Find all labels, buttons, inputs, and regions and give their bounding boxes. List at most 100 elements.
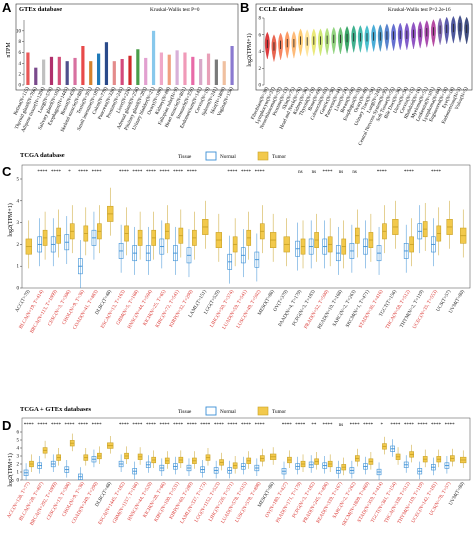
panel-c-ytick-label: 1: [17, 265, 20, 270]
panel-d-significance: ****: [350, 423, 361, 428]
panel-a-bar: [73, 57, 77, 85]
panel-c-significance: ****: [187, 170, 198, 175]
panel-c-significance: ****: [92, 170, 103, 175]
panel-b-letter: B: [240, 0, 249, 15]
panel-a-bar: [183, 52, 187, 85]
panel-b-ylabel: log2(TPM+1): [246, 33, 253, 66]
panel-a-bar: [26, 52, 30, 85]
panel-a-bar: [144, 57, 148, 85]
panel-d-significance: ****: [255, 423, 266, 428]
panel-a-bar: [96, 53, 101, 85]
panel-a-bar: [42, 59, 46, 85]
panel-d-letter: D: [2, 418, 11, 433]
panel-b-ytick-label: 0: [259, 84, 262, 89]
panel-d-ytick-label: 0: [17, 479, 20, 484]
panel-a-bar: [214, 59, 218, 85]
panel-c-significance: ****: [227, 170, 238, 175]
panel-b-frame: [255, 3, 473, 91]
panel-c-significance: ****: [431, 170, 442, 175]
panel-a-bar: [222, 61, 226, 85]
panel-b-ytick-label: 2: [259, 67, 262, 72]
panel-d-legend: Tissue Normal Tumor: [178, 406, 286, 416]
panel-d-significance: ****: [24, 423, 35, 428]
panel-d-significance: ****: [417, 423, 428, 428]
panel-c-frame: [21, 164, 471, 289]
panel-b: B CCLE database Kruskal-Wallis test P=2.…: [240, 0, 473, 147]
panel-c-letter: C: [2, 164, 12, 179]
panel-a-ytick-label: 10: [16, 29, 22, 34]
panel-a-bar: [57, 56, 61, 85]
panel-d-significance: ****: [78, 423, 89, 428]
panel-c-significance: ****: [241, 170, 252, 175]
panel-a-bar: [104, 42, 109, 85]
panel-a-bar: [167, 54, 171, 85]
panel-c-significance: ****: [119, 170, 130, 175]
panel-a-bar: [206, 53, 211, 85]
panel-d-significance: ****: [295, 423, 306, 428]
panel-b-ytick-label: 8: [259, 17, 262, 22]
panel-d-legend-title: Tissue: [178, 409, 192, 415]
panel-c-legend: Tissue Normal Tumor: [178, 151, 286, 161]
panel-a-bar: [175, 50, 179, 85]
panel-d-significance: ****: [227, 423, 238, 428]
panel-d-significance: ****: [119, 423, 130, 428]
panel-d-significance: ****: [200, 423, 211, 428]
panel-c-significance: ns: [298, 170, 303, 175]
panel-c-significance: ns: [339, 170, 344, 175]
panel-d-ylabel: log2(TPM+1): [7, 453, 14, 486]
panel-d-significance: ****: [390, 423, 401, 428]
panel-d-significance: ****: [282, 423, 293, 428]
panel-c-significance: ****: [404, 170, 415, 175]
panel-a: A GTEx database Kruskal-Wallis test P=0 …: [2, 0, 239, 133]
panel-c-significance: ns: [312, 170, 317, 175]
panel-a-bar: [34, 67, 38, 85]
panel-d-significance: ****: [65, 423, 76, 428]
panel-d-significance: *: [381, 423, 384, 428]
panel-c-significance: *: [68, 170, 71, 175]
panel-c-ytick-label: 4: [17, 199, 20, 204]
panel-c: TCGA database C Tissue Normal Tumor log2…: [2, 151, 471, 334]
panel-c-ytick-label: 3: [17, 221, 20, 226]
legend-tumor-swatch-d: [257, 406, 269, 416]
panel-d-significance: ****: [214, 423, 225, 428]
panel-d-significance: ****: [445, 423, 456, 428]
legend-normal-swatch-d: [205, 406, 217, 416]
panel-c-legend-title: Tissue: [178, 154, 192, 160]
panel-b-stat: Kruskal-Wallis test P=2.2e-16: [388, 7, 451, 13]
panel-c-significance: ns: [352, 170, 357, 175]
legend-normal-swatch: [205, 151, 217, 161]
panel-d-ytick-label: 1: [17, 471, 20, 476]
panel-d-significance: ****: [363, 423, 374, 428]
panel-a-bar: [199, 59, 203, 85]
panel-a-bar: [159, 52, 164, 85]
panel-c-significance: ****: [173, 170, 184, 175]
panel-a-frame: [15, 3, 239, 91]
panel-d-significance: ns: [339, 423, 344, 428]
panel-c-significance: ****: [160, 170, 171, 175]
panel-d-ytick-label: 4: [17, 447, 20, 452]
panel-a-bar: [136, 49, 140, 85]
panel-b-ytick-label: 4: [259, 50, 262, 55]
panel-c-significance: ****: [146, 170, 157, 175]
panel-d-ytick-label: 6: [17, 431, 20, 436]
panel-c-legend-normal: Normal: [220, 154, 236, 160]
panel-b-title: CCLE database: [259, 6, 303, 13]
panel-a-bar: [49, 56, 54, 85]
panel-a-bar: [191, 56, 195, 85]
panel-a-ytick-label: 2: [19, 73, 22, 78]
panel-c-xtick-label: COAD(N=41, T=483): [73, 289, 100, 331]
panel-d-legend-normal: Normal: [220, 409, 236, 415]
panel-a-ytick-label: 6: [19, 51, 22, 56]
legend-tumor-swatch: [257, 151, 269, 161]
panel-c-significance: ****: [322, 170, 333, 175]
panel-d-xtick-label: LIHC(N=226, T=371): [208, 481, 235, 523]
panel-d-significance: ****: [92, 423, 103, 428]
panel-d-ytick-label: 5: [17, 439, 20, 444]
panel-c-ytick-label: 5: [17, 178, 20, 183]
panel-d-frame: [21, 417, 471, 481]
panel-d-ytick-label: 2: [17, 463, 20, 468]
